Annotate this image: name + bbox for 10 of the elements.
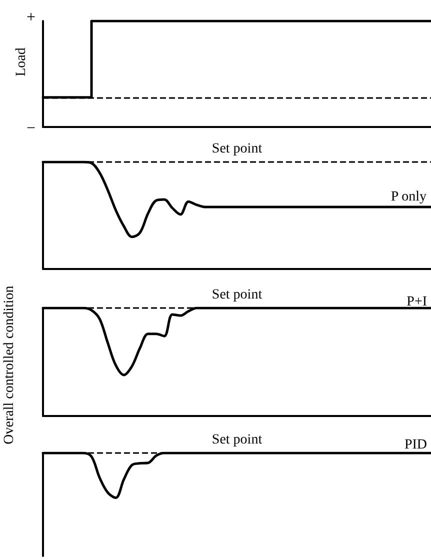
- ref-line-label: Set point: [212, 432, 262, 448]
- series-label: PID: [404, 438, 428, 452]
- text: +: [26, 9, 36, 27]
- y-axis-title: Load: [14, 48, 30, 76]
- y-axis-title: Overall controlled condition: [2, 286, 18, 444]
- series-label: P only: [390, 190, 426, 204]
- series-label: P+I: [406, 294, 428, 310]
- ref-line-label: Set point: [212, 142, 262, 156]
- ref-line-label: Set point: [212, 288, 262, 302]
- text: −: [26, 120, 36, 138]
